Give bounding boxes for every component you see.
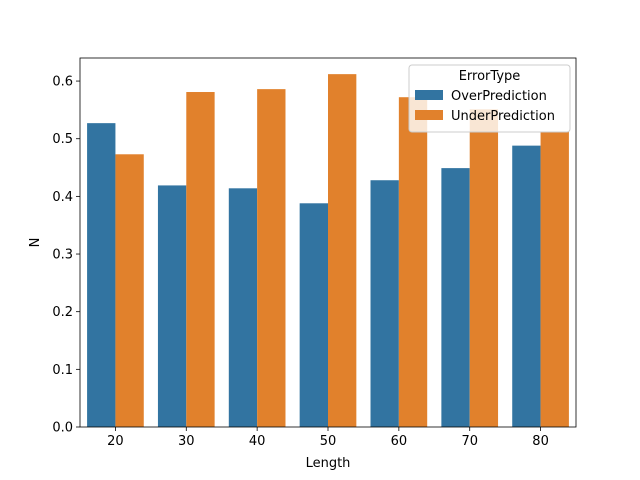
y-tick-label: 0.5: [52, 132, 73, 147]
y-tick-label: 0.1: [52, 363, 73, 378]
bars-layer: [87, 74, 569, 428]
y-tick-label: 0.2: [52, 305, 73, 320]
x-tick-label: 60: [391, 434, 408, 449]
y-tick-label: 0.4: [52, 190, 73, 205]
bar-underprediction-80: [540, 131, 569, 428]
bar-underprediction-50: [328, 74, 357, 428]
y-tick-label: 0.0: [52, 421, 73, 436]
bar-overprediction-40: [228, 188, 258, 427]
bar-overprediction-50: [299, 203, 328, 427]
legend-title: ErrorType: [459, 69, 521, 84]
x-tick-label: 50: [320, 434, 337, 449]
legend-swatch-underprediction: [415, 110, 443, 120]
y-tick-label: 0.3: [52, 248, 73, 263]
bar-overprediction-20: [87, 123, 116, 428]
y-axis-label: N: [28, 238, 43, 248]
x-axis-label: Length: [306, 456, 351, 471]
bar-underprediction-70: [469, 109, 499, 428]
legend-label-underprediction: UnderPrediction: [451, 109, 555, 124]
x-tick-label: 80: [532, 434, 549, 449]
bar-overprediction-60: [370, 180, 399, 427]
bar-underprediction-20: [115, 154, 144, 427]
bar-underprediction-40: [257, 89, 286, 428]
legend-items: OverPrediction UnderPrediction: [415, 89, 555, 124]
bar-overprediction-80: [512, 145, 541, 427]
x-tick-label: 30: [178, 434, 195, 449]
legend-frame: [408, 64, 571, 133]
x-tick-label: 20: [107, 434, 124, 449]
x-tick-label: 70: [461, 434, 478, 449]
legend: ErrorType OverPrediction UnderPrediction: [408, 64, 571, 133]
bar-underprediction-60: [398, 97, 428, 428]
legend-label-overprediction: OverPrediction: [451, 89, 547, 104]
bar-underprediction-30: [186, 92, 215, 428]
axes-layer: 0.0 0.1 0.2 0.3 0.4 0.5 0.6 20 30 40 50 60 70 80: [52, 57, 577, 449]
y-tick-label: 0.6: [52, 75, 73, 90]
bar-overprediction-30: [157, 185, 187, 427]
bar-overprediction-70: [441, 168, 470, 427]
legend-swatch-overprediction: [415, 90, 443, 100]
x-tick-label: 40: [249, 434, 266, 449]
